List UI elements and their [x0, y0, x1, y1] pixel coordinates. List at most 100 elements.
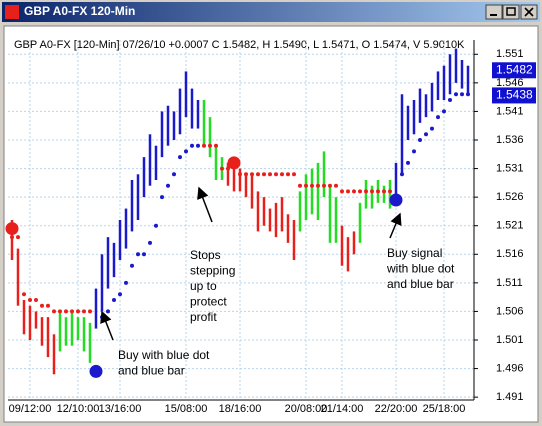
stop-dot — [148, 240, 152, 245]
stop-dot — [412, 149, 416, 154]
stop-dot — [418, 138, 422, 142]
stop-dot — [190, 143, 194, 148]
stop-dot — [124, 280, 128, 285]
stop-dot — [214, 143, 218, 148]
signal-dot — [5, 222, 19, 236]
stop-dot — [76, 309, 80, 314]
y-tick-label: 1.546 — [496, 77, 524, 89]
stop-dot — [346, 189, 350, 194]
annotation: with blue dot — [386, 262, 455, 276]
signal-dot — [389, 193, 403, 207]
price-marker — [492, 62, 536, 79]
stop-dot — [316, 183, 320, 188]
arrow — [100, 310, 114, 341]
annotation: and blue bar — [118, 364, 185, 378]
stop-dot — [16, 235, 20, 240]
stop-dot — [286, 172, 290, 177]
price-marker-label: 1.5482 — [496, 62, 533, 76]
stop-dot — [34, 298, 38, 302]
stop-dot — [166, 183, 170, 188]
stop-dot — [322, 183, 326, 188]
maximize-button[interactable] — [502, 4, 520, 20]
stop-dot — [274, 172, 278, 177]
app-icon — [5, 5, 19, 19]
y-tick-label: 1.506 — [496, 305, 524, 317]
minimize-button[interactable] — [485, 4, 503, 20]
arrow — [389, 212, 402, 239]
stop-dot — [70, 309, 74, 314]
x-tick-label: 20/08:00 — [285, 403, 328, 415]
x-tick-label: 09/12:00 — [9, 403, 52, 415]
stop-dot — [22, 292, 26, 297]
stop-dot — [328, 183, 332, 188]
stop-dot — [262, 172, 266, 177]
stop-dot — [358, 189, 362, 194]
stop-dot — [400, 172, 404, 177]
y-tick-label: 1.496 — [496, 362, 524, 374]
stop-dot — [184, 149, 188, 154]
stop-dot — [406, 160, 410, 165]
x-tick-label: 13/16:00 — [99, 403, 142, 415]
stop-dot — [280, 172, 284, 177]
stop-dot — [448, 98, 452, 102]
y-tick-label: 1.531 — [496, 162, 524, 174]
stop-dot — [52, 309, 56, 314]
maximize-icon — [506, 7, 516, 16]
annotation: and blue bar — [387, 277, 454, 291]
stop-dot — [202, 143, 206, 148]
stop-dot — [250, 172, 254, 177]
stop-dot — [136, 252, 140, 257]
stop-dot — [334, 183, 338, 188]
y-tick-label: 1.541 — [496, 105, 524, 117]
window-buttons[interactable] — [485, 4, 538, 20]
stop-dot — [10, 235, 14, 240]
stop-dot — [142, 252, 146, 257]
x-tick-label: 18/16:00 — [219, 403, 262, 415]
stop-dot — [178, 155, 182, 160]
y-tick-label: 1.521 — [496, 220, 524, 232]
stop-dot — [352, 189, 356, 194]
stop-dot — [82, 309, 86, 314]
stop-dot — [364, 189, 368, 194]
stop-dot — [244, 172, 248, 177]
signal-dot — [89, 364, 103, 378]
stop-dot — [292, 172, 296, 177]
stop-dot — [58, 309, 62, 314]
stop-dot — [388, 189, 392, 194]
y-tick-label: 1.526 — [496, 191, 524, 203]
stop-dot — [64, 309, 68, 314]
stop-dot — [172, 172, 176, 177]
x-tick-label: 15/08:00 — [165, 403, 208, 415]
stop-dot — [130, 263, 134, 268]
y-tick-label: 1.516 — [496, 248, 524, 260]
x-tick-label: 25/18:00 — [423, 403, 466, 415]
annotation: Stops — [190, 248, 221, 262]
stop-dot — [226, 166, 230, 171]
stop-dot — [40, 303, 44, 308]
stop-dot — [304, 183, 308, 188]
arrows — [100, 186, 402, 341]
stop-dot — [256, 172, 260, 177]
stop-dot — [238, 172, 242, 177]
stop-dot — [454, 92, 458, 97]
annotation: profit — [190, 310, 217, 324]
stop-dot — [424, 132, 428, 137]
price-marker — [492, 87, 536, 104]
x-tick-label: 21/14:00 — [321, 403, 364, 415]
stop-dot — [382, 189, 386, 194]
annotation: stepping — [190, 264, 235, 278]
stop-dot — [436, 115, 440, 120]
stop-dot — [196, 143, 200, 148]
stop-dot — [310, 183, 314, 188]
stop-dot — [460, 92, 464, 97]
y-tick-label: 1.501 — [496, 334, 524, 346]
y-tick-label: 1.491 — [496, 391, 524, 403]
stop-dot — [268, 172, 272, 177]
title-bar — [2, 2, 540, 22]
stop-dot — [88, 309, 92, 314]
stop-dot — [154, 223, 158, 228]
stop-dot — [28, 298, 32, 302]
annotation: Buy with blue dot — [118, 348, 210, 362]
price-marker-label: 1.5438 — [496, 88, 533, 102]
